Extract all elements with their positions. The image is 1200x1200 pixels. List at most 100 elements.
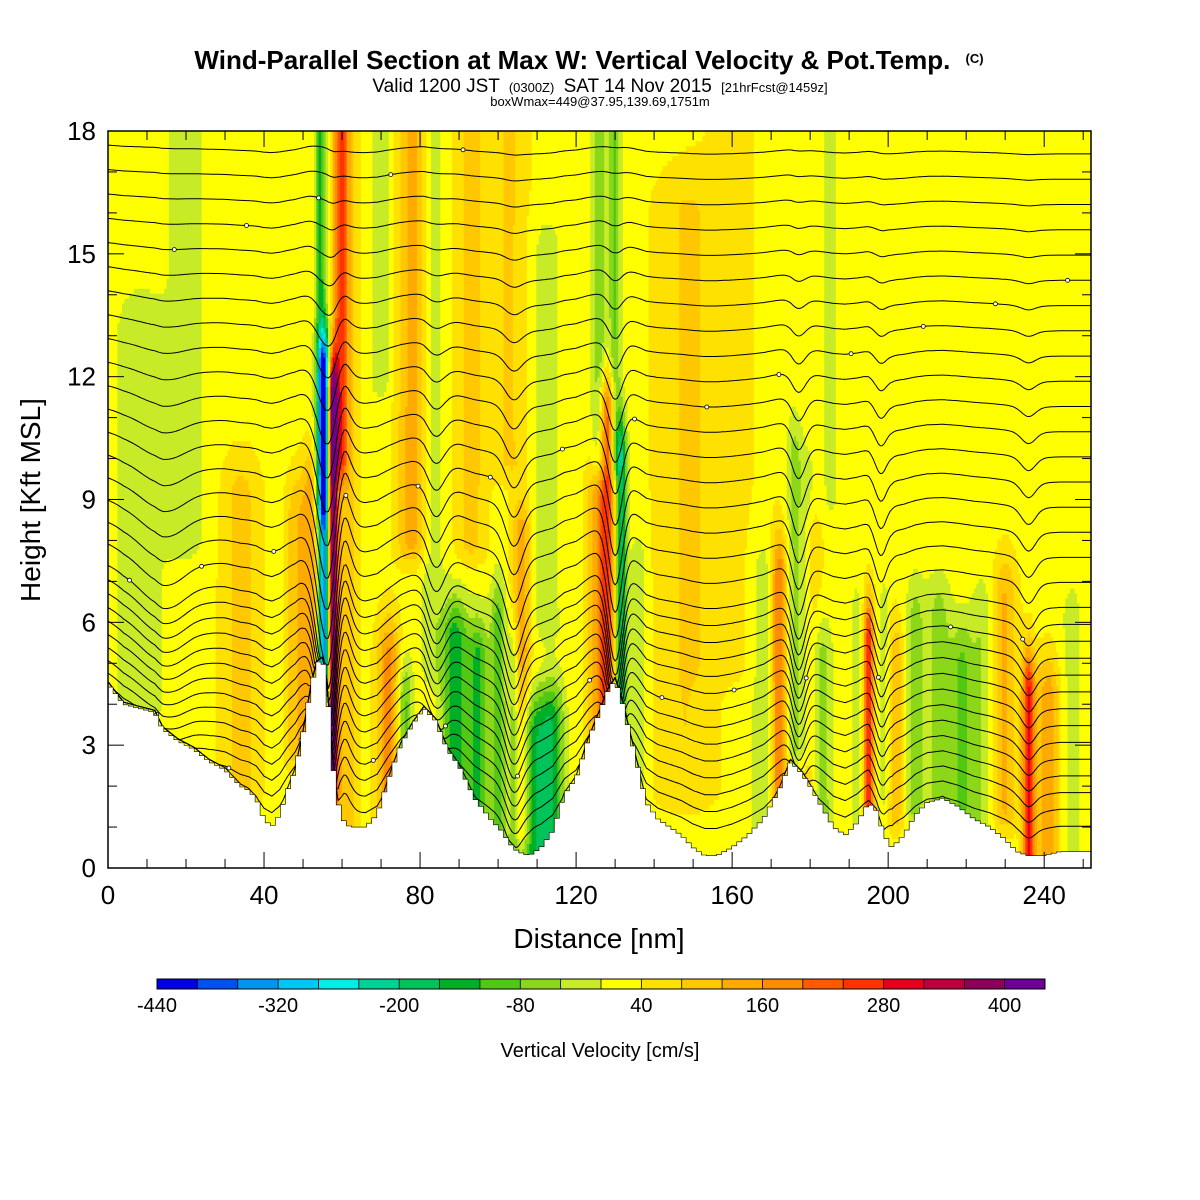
velocity-cell — [906, 131, 910, 594]
theta-contour-label-dot — [587, 677, 593, 683]
velocity-cell — [498, 607, 502, 845]
velocity-cell — [468, 568, 472, 594]
colorbar — [156, 978, 1046, 990]
velocity-cell — [491, 573, 495, 599]
velocity-cell — [889, 612, 893, 805]
velocity-cell — [861, 131, 865, 604]
colorbar-tick-label: -320 — [258, 995, 298, 1017]
velocity-cell — [124, 131, 128, 299]
velocity-cell — [250, 131, 254, 447]
velocity-cell — [161, 568, 165, 868]
velocity-cell — [779, 504, 783, 530]
velocity-cell — [955, 632, 959, 835]
velocity-cell — [374, 131, 378, 393]
colorbar-swatch — [560, 979, 602, 989]
velocity-cell — [480, 617, 484, 638]
velocity-cell — [1027, 656, 1031, 663]
velocity-cell — [512, 592, 516, 623]
velocity-cell — [536, 131, 540, 245]
velocity-cell — [477, 646, 481, 835]
velocity-cell — [653, 131, 657, 186]
velocity-cell — [365, 131, 369, 868]
velocity-cell — [372, 391, 376, 623]
velocity-cell — [599, 131, 603, 363]
velocity-cell — [316, 371, 320, 402]
velocity-cell — [807, 504, 811, 766]
colorbar-swatch — [439, 979, 481, 989]
velocity-cell — [438, 131, 441, 619]
velocity-cell — [409, 558, 413, 574]
velocity-cell — [405, 558, 409, 574]
velocity-cell — [515, 622, 519, 658]
velocity-cell — [662, 165, 666, 810]
velocity-cell — [597, 460, 601, 471]
velocity-cell — [760, 131, 764, 550]
velocity-cell — [681, 131, 685, 152]
chart-title: Wind-Parallel Section at Max W: Vertical… — [194, 45, 983, 75]
velocity-cell — [299, 474, 303, 506]
velocity-cell — [533, 676, 537, 692]
velocity-cell — [239, 440, 243, 476]
velocity-cell — [587, 455, 591, 486]
velocity-cell — [316, 401, 320, 461]
velocity-cell — [917, 131, 921, 574]
velocity-cell — [807, 764, 811, 805]
velocity-cell — [440, 607, 444, 702]
velocity-cell — [320, 524, 324, 535]
velocity-cell — [655, 180, 659, 805]
velocity-cell — [475, 592, 479, 614]
velocity-cell — [597, 479, 601, 491]
velocity-cell — [1039, 637, 1043, 668]
velocity-cell — [1053, 131, 1057, 643]
y-tick-label: 9 — [82, 485, 96, 515]
velocity-cell — [847, 131, 851, 868]
velocity-cell — [386, 632, 390, 648]
velocity-cell — [943, 607, 947, 810]
velocity-cell — [494, 563, 498, 589]
theta-contour-label-dot — [876, 674, 881, 680]
velocity-cell — [482, 131, 486, 564]
velocity-cell — [243, 440, 247, 481]
velocity-cell — [519, 131, 523, 501]
velocity-cell — [370, 646, 374, 825]
velocity-cell — [445, 131, 448, 574]
velocity-cell — [540, 224, 544, 643]
velocity-cell — [400, 641, 404, 673]
velocity-cell — [737, 681, 741, 868]
velocity-cell — [751, 484, 755, 702]
velocity-cell — [866, 131, 870, 564]
velocity-cell — [288, 509, 292, 751]
velocity-cell — [957, 602, 961, 628]
velocity-cell — [1004, 533, 1008, 564]
theta-contour-label-dot — [659, 695, 665, 700]
colorbar-swatch — [641, 979, 683, 989]
velocity-cell — [484, 131, 488, 560]
velocity-cell — [863, 131, 867, 574]
colorbar-tick-label: -440 — [137, 995, 177, 1017]
velocity-cell — [536, 671, 540, 687]
velocity-cell — [543, 691, 547, 707]
velocity-cell — [346, 131, 350, 491]
velocity-cell — [936, 592, 940, 815]
velocity-cell — [814, 607, 818, 643]
velocity-cell — [697, 666, 701, 815]
theta-contour — [108, 494, 1091, 611]
velocity-cell — [1041, 637, 1045, 663]
velocity-cell — [335, 352, 338, 363]
velocity-cell — [269, 131, 273, 868]
velocity-cell — [592, 489, 596, 771]
velocity-cell — [531, 696, 535, 712]
velocity-cell — [430, 131, 434, 692]
velocity-cell — [229, 131, 233, 447]
velocity-cell — [938, 592, 942, 815]
velocity-cell — [700, 131, 704, 142]
velocity-cell — [934, 568, 938, 599]
velocity-cell — [786, 131, 790, 432]
velocity-cell — [538, 234, 542, 638]
velocity-cell — [246, 479, 250, 795]
velocity-cell — [915, 131, 919, 569]
theta-contour — [108, 144, 1091, 156]
velocity-cell — [606, 376, 610, 388]
velocity-cell — [524, 651, 528, 687]
velocity-cell — [800, 754, 804, 776]
